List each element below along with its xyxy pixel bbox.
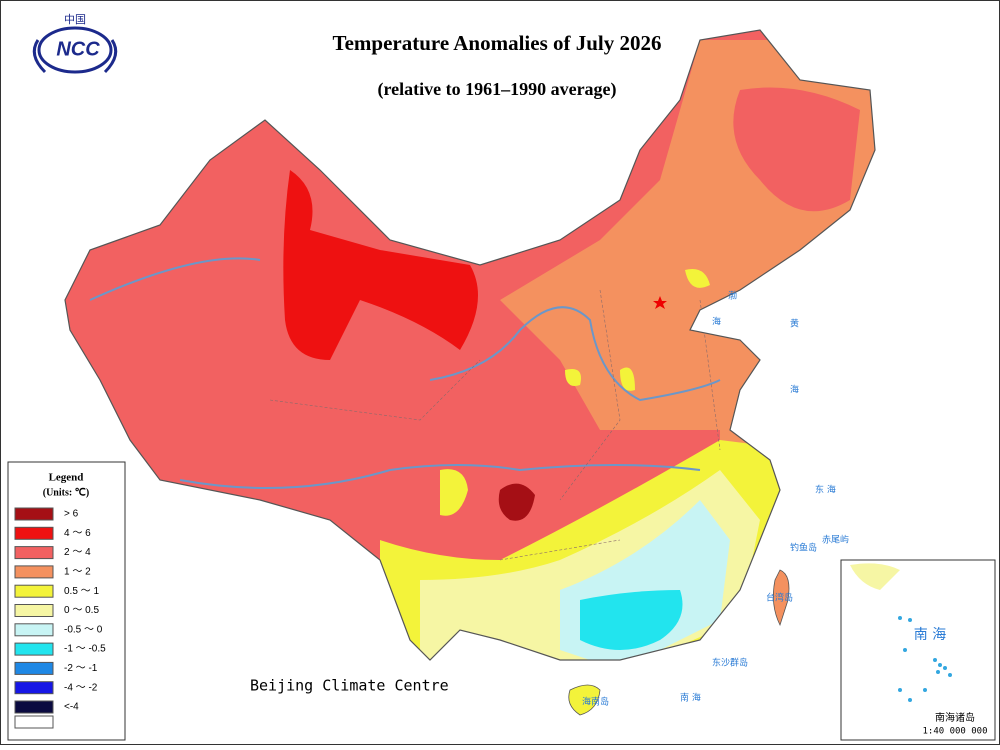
legend-label: 0.5 ～ 1: [64, 586, 99, 597]
legend-swatch: [14, 604, 54, 617]
legend-swatch: [14, 623, 54, 637]
inset-title: 南海诸岛: [935, 711, 975, 724]
legend-swatch: [14, 584, 54, 598]
river: [89, 257, 721, 489]
inset: 南 海 南海诸岛 1:40 000 000: [840, 559, 996, 741]
island-label: 赤尾屿: [822, 535, 849, 546]
hainan-island: [568, 684, 601, 716]
legend-label: 2 ～ 4: [64, 547, 91, 558]
legend-swatch: [14, 507, 54, 521]
region: [580, 590, 683, 650]
legend-label: -1 ～ -0.5: [64, 644, 106, 655]
sea-label: 渤: [728, 290, 737, 302]
legend-swatch: [14, 681, 54, 695]
island-label: 台湾岛: [766, 592, 793, 604]
legend-label: > 6: [64, 509, 79, 520]
legend-swatch: [14, 546, 54, 560]
taiwan-island: [772, 569, 790, 627]
region: [733, 87, 860, 212]
legend-units: (Units: ℃): [43, 487, 90, 498]
legend-label: 1 ～ 2: [64, 567, 91, 578]
legend-label: 4 ～ 6: [64, 528, 91, 539]
subtitle: (relative to 1961–1990 average): [377, 79, 616, 100]
legend-label: -0.5 ～ 0: [64, 624, 103, 635]
legend-swatch: [14, 565, 54, 579]
legend-swatch: [14, 715, 54, 729]
island-label: 钓鱼岛: [790, 542, 817, 554]
legend-frame: [7, 461, 126, 741]
island-label: 海南岛: [582, 696, 609, 708]
footer: Beijing Climate Centre: [250, 677, 449, 695]
legend-label: 0 ～ 0.5: [64, 605, 99, 616]
legend-label: <-4: [64, 702, 79, 713]
legend: Legend (Units: ℃) > 6 4 ～ 6 2 ～ 4 1 ～ 2 0.5 …: [7, 461, 126, 741]
legend-swatch: [14, 526, 54, 540]
inset-scale: 1:40 000 000: [922, 727, 987, 737]
sea-label: 黄: [790, 318, 799, 330]
region: [498, 483, 535, 521]
logo: 中国 NCC: [32, 13, 118, 74]
inset-land: [850, 563, 900, 590]
legend-title: Legend: [49, 472, 84, 484]
legend-label: -4 ～ -2: [64, 682, 98, 693]
legend-swatch: [14, 661, 54, 675]
logo-top: 中国: [64, 13, 86, 26]
sea-label: 南 海: [680, 692, 701, 704]
island-label: 东沙群岛: [712, 657, 748, 669]
islands: [898, 616, 952, 702]
region: [283, 170, 478, 360]
title: Temperature Anomalies of July 2026: [333, 31, 662, 55]
sea-label: 海: [712, 316, 721, 328]
legend-swatch: [14, 700, 54, 714]
region: [440, 269, 710, 516]
inset-sea-label: 南 海: [914, 627, 946, 643]
inset-frame: [840, 559, 996, 741]
sea-label: 东 海: [815, 484, 836, 496]
logo-text: NCC: [56, 38, 100, 60]
legend-label: -2 ～ -1: [64, 663, 98, 674]
capital-marker: [653, 296, 667, 309]
legend-swatch: [14, 642, 54, 656]
province-border: [269, 289, 721, 561]
sea-label: 海: [790, 384, 799, 396]
